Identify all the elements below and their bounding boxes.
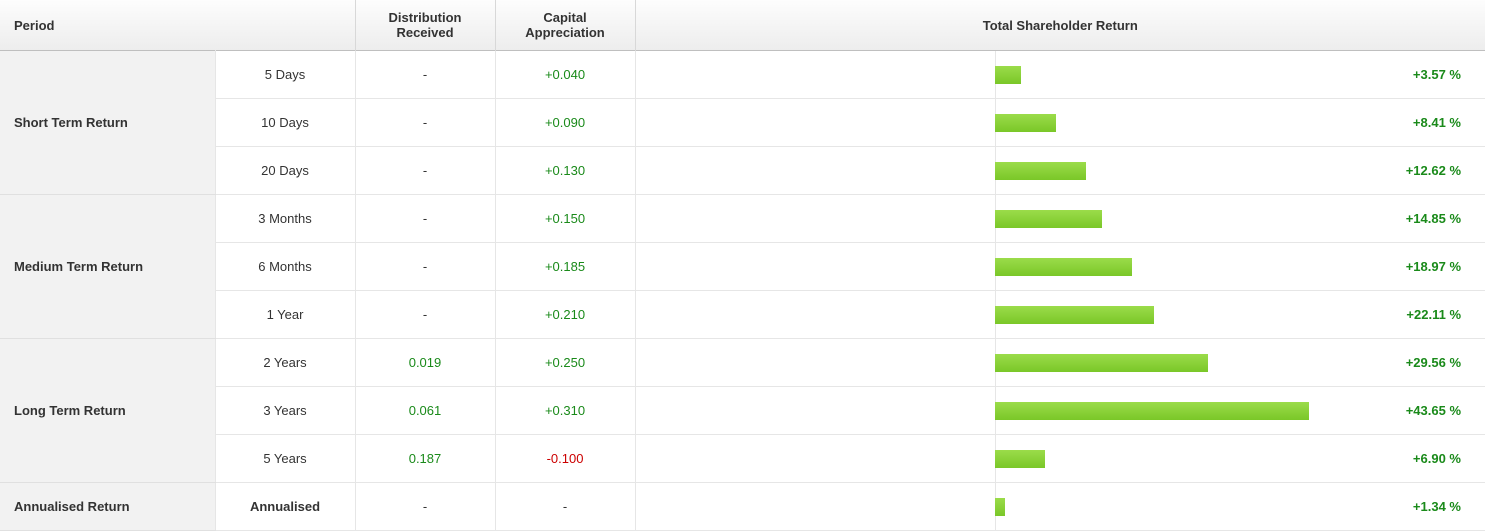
header-total: Total Shareholder Return: [635, 0, 1485, 51]
table-row: Medium Term Return3 Months-+0.150+14.85 …: [0, 195, 1485, 243]
percent-cell: +43.65 %: [1355, 387, 1485, 435]
bar-cell: [635, 51, 1355, 99]
return-bar: [995, 354, 1208, 372]
table-row: Annualised ReturnAnnualised--+1.34 %: [0, 483, 1485, 531]
header-distribution: Distribution Received: [355, 0, 495, 51]
distribution-cell: 0.187: [355, 435, 495, 483]
period-cell: 2 Years: [215, 339, 355, 387]
percent-cell: +3.57 %: [1355, 51, 1485, 99]
bar-cell: [635, 195, 1355, 243]
capital-cell: +0.130: [495, 147, 635, 195]
period-cell: 3 Years: [215, 387, 355, 435]
return-bar: [995, 210, 1102, 228]
period-cell: 10 Days: [215, 99, 355, 147]
distribution-cell: -: [355, 195, 495, 243]
table-body: Short Term Return5 Days-+0.040+3.57 %10 …: [0, 51, 1485, 531]
period-cell: 5 Years: [215, 435, 355, 483]
distribution-cell: -: [355, 99, 495, 147]
capital-cell: +0.090: [495, 99, 635, 147]
return-bar: [995, 114, 1056, 132]
table-row: Short Term Return5 Days-+0.040+3.57 %: [0, 51, 1485, 99]
header-period: Period: [0, 0, 355, 51]
period-cell: 20 Days: [215, 147, 355, 195]
capital-cell: +0.150: [495, 195, 635, 243]
percent-cell: +29.56 %: [1355, 339, 1485, 387]
bar-cell: [635, 291, 1355, 339]
bar-cell: [635, 99, 1355, 147]
distribution-cell: -: [355, 291, 495, 339]
table-row: 6 Months-+0.185 +18.97 %: [0, 243, 1485, 291]
period-cell: 5 Days: [215, 51, 355, 99]
table-row: 1 Year-+0.210 +22.11 %: [0, 291, 1485, 339]
capital-cell: +0.210: [495, 291, 635, 339]
period-cell: Annualised: [215, 483, 355, 531]
capital-cell: -0.100: [495, 435, 635, 483]
return-bar: [995, 306, 1154, 324]
period-cell: 6 Months: [215, 243, 355, 291]
percent-cell: +1.34 %: [1355, 483, 1485, 531]
return-bar: [995, 258, 1131, 276]
capital-cell: +0.185: [495, 243, 635, 291]
bar-cell: [635, 339, 1355, 387]
period-cell: 3 Months: [215, 195, 355, 243]
return-bar: [995, 450, 1045, 468]
percent-cell: +12.62 %: [1355, 147, 1485, 195]
group-label: Annualised Return: [0, 483, 215, 531]
table-row: 5 Years0.187-0.100 +6.90 %: [0, 435, 1485, 483]
table-row: Long Term Return2 Years0.019+0.250+29.56…: [0, 339, 1485, 387]
percent-cell: +18.97 %: [1355, 243, 1485, 291]
group-label: Short Term Return: [0, 51, 215, 195]
distribution-cell: -: [355, 483, 495, 531]
table-header-row: Period Distribution Received Capital App…: [0, 0, 1485, 51]
distribution-cell: 0.061: [355, 387, 495, 435]
capital-cell: -: [495, 483, 635, 531]
return-bar: [995, 402, 1309, 420]
table-row: 20 Days-+0.130 +12.62 %: [0, 147, 1485, 195]
bar-cell: [635, 243, 1355, 291]
distribution-cell: -: [355, 243, 495, 291]
group-label: Long Term Return: [0, 339, 215, 483]
period-cell: 1 Year: [215, 291, 355, 339]
returns-table: Period Distribution Received Capital App…: [0, 0, 1485, 531]
distribution-cell: -: [355, 51, 495, 99]
return-bar: [995, 66, 1021, 84]
bar-cell: [635, 147, 1355, 195]
header-capital: Capital Appreciation: [495, 0, 635, 51]
distribution-cell: -: [355, 147, 495, 195]
group-label: Medium Term Return: [0, 195, 215, 339]
capital-cell: +0.250: [495, 339, 635, 387]
table-row: 10 Days-+0.090 +8.41 %: [0, 99, 1485, 147]
percent-cell: +8.41 %: [1355, 99, 1485, 147]
capital-cell: +0.040: [495, 51, 635, 99]
percent-cell: +6.90 %: [1355, 435, 1485, 483]
capital-cell: +0.310: [495, 387, 635, 435]
return-bar: [995, 162, 1086, 180]
table-row: 3 Years0.061+0.310 +43.65 %: [0, 387, 1485, 435]
percent-cell: +14.85 %: [1355, 195, 1485, 243]
percent-cell: +22.11 %: [1355, 291, 1485, 339]
bar-cell: [635, 387, 1355, 435]
bar-cell: [635, 483, 1355, 531]
return-bar: [995, 498, 1005, 516]
distribution-cell: 0.019: [355, 339, 495, 387]
bar-cell: [635, 435, 1355, 483]
